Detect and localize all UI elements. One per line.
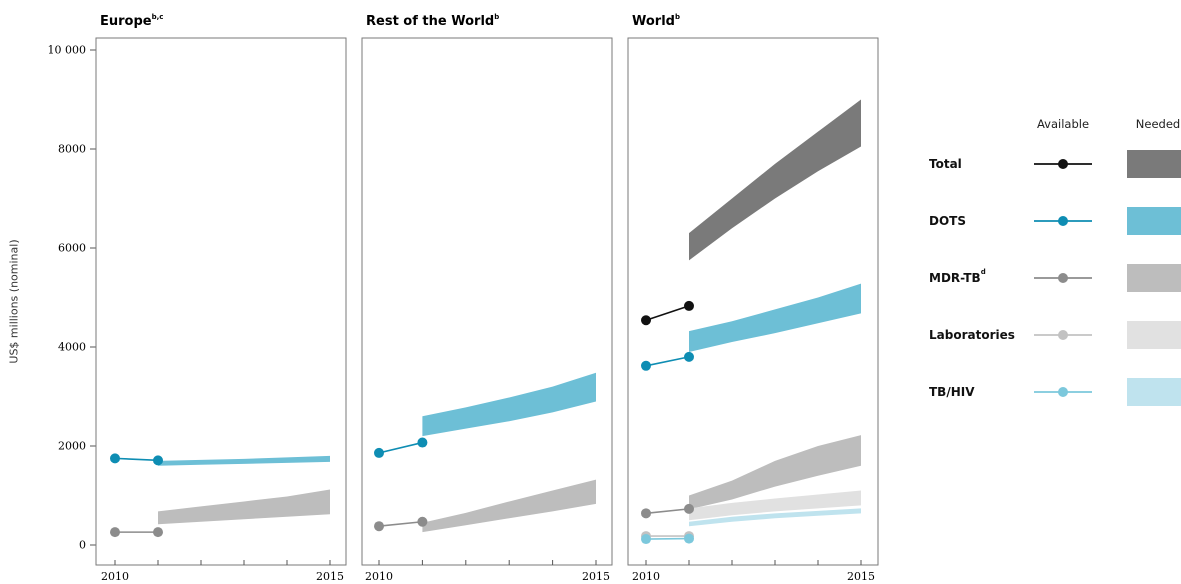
panel-frame xyxy=(95,37,347,566)
y-tick-label: 0 xyxy=(79,539,86,552)
legend-point-dots xyxy=(1058,216,1068,226)
panel-frame xyxy=(361,37,613,566)
legend-label-text: MDR-TB xyxy=(929,271,981,285)
available-point-mdr xyxy=(374,521,384,532)
needed-band-lab xyxy=(689,490,861,521)
legend-header-available: Available xyxy=(1037,117,1089,131)
y-tick-label: 2000 xyxy=(58,440,86,453)
x-tick-label: 2010 xyxy=(632,570,660,583)
y-axis-label: US$ millions (nominal) xyxy=(8,239,21,363)
panel-rest-of-the-world: Rest of the Worldb 2010 2015 xyxy=(361,13,613,583)
legend: Available Needed Total DOTS MDR-TBd Laborator… xyxy=(929,117,1181,406)
needed-band-mdr xyxy=(158,489,330,525)
legend-label-text: Total xyxy=(929,157,962,171)
available-point-dots xyxy=(417,437,428,448)
legend-point-tbhiv xyxy=(1058,387,1068,397)
panel-title: Worldb xyxy=(632,13,680,29)
x-tick-label: 2015 xyxy=(316,570,344,583)
legend-label-total: Total xyxy=(929,157,962,171)
legend-point-total xyxy=(1058,159,1068,169)
legend-swatch-total xyxy=(1127,150,1181,178)
legend-label-lab: Laboratories xyxy=(929,328,1015,342)
available-line-mdr xyxy=(645,508,690,515)
needed-band-mdr xyxy=(422,479,596,533)
x-tick-label: 2010 xyxy=(101,570,129,583)
needed-band-dots xyxy=(158,455,330,466)
legend-label-tbhiv: TB/HIV xyxy=(929,385,975,399)
available-point-mdr xyxy=(684,503,694,514)
y-tick-label: 6000 xyxy=(58,242,86,255)
available-point-mdr xyxy=(641,508,651,519)
panel-frame xyxy=(627,37,879,566)
panel-world: Worldb 2010 2015 xyxy=(627,13,879,583)
legend-point-mdr xyxy=(1058,273,1068,283)
legend-swatch-mdr xyxy=(1127,264,1181,292)
available-point-dots xyxy=(374,447,384,458)
y-tick-label: 4000 xyxy=(58,341,86,354)
y-tick-label: 8000 xyxy=(58,143,86,156)
y-axis: 0 2000 4000 6000 8000 10 000 xyxy=(48,44,96,552)
legend-point-lab xyxy=(1058,330,1068,340)
x-tick-label: 2010 xyxy=(365,570,393,583)
panel-title-sup: b xyxy=(494,13,499,21)
panel-title-sup: b,c xyxy=(152,13,164,21)
legend-label-dots: DOTS xyxy=(929,214,966,228)
needed-band-tbhiv xyxy=(689,508,861,527)
legend-label-text: TB/HIV xyxy=(929,385,975,399)
needed-band-dots xyxy=(422,372,596,437)
available-point-total xyxy=(641,315,651,326)
available-point-tbhiv xyxy=(641,534,651,545)
legend-swatch-lab xyxy=(1127,321,1181,349)
panel-title-text: World xyxy=(632,14,675,29)
panel-title: Europeb,c xyxy=(100,13,163,29)
legend-swatch-tbhiv xyxy=(1127,378,1181,406)
available-point-total xyxy=(684,300,694,311)
available-line-dots xyxy=(645,356,690,367)
legend-label-text: Laboratories xyxy=(929,328,1015,342)
panel-europe: Europeb,c 2010 2015 xyxy=(95,13,347,583)
available-line-dots xyxy=(378,441,423,454)
available-point-mdr xyxy=(110,527,120,538)
legend-header-needed: Needed xyxy=(1136,117,1180,131)
panel-title-sup: b xyxy=(675,13,680,21)
panel-title-text: Rest of the World xyxy=(366,14,494,29)
y-tick-label: 10 000 xyxy=(48,44,87,57)
available-line-total xyxy=(645,305,690,322)
available-point-dots xyxy=(641,360,651,371)
available-point-dots xyxy=(153,455,163,466)
needed-band-mdr xyxy=(689,435,861,510)
available-point-tbhiv xyxy=(684,533,694,544)
available-point-dots xyxy=(110,453,120,464)
x-tick-label: 2015 xyxy=(582,570,610,583)
needed-band-dots xyxy=(689,283,861,352)
legend-label-text: DOTS xyxy=(929,214,966,228)
x-tick-label: 2015 xyxy=(847,570,875,583)
panel-title: Rest of the Worldb xyxy=(366,13,499,29)
needed-band-total xyxy=(689,99,861,261)
available-point-mdr xyxy=(153,527,163,538)
available-point-dots xyxy=(684,351,694,362)
legend-swatch-dots xyxy=(1127,207,1181,235)
available-line-mdr xyxy=(378,520,423,527)
legend-label-mdr: MDR-TBd xyxy=(929,268,986,285)
available-point-mdr xyxy=(417,516,428,527)
available-line-dots xyxy=(114,457,159,462)
panel-title-text: Europe xyxy=(100,14,152,29)
legend-label-sup: d xyxy=(981,268,986,276)
